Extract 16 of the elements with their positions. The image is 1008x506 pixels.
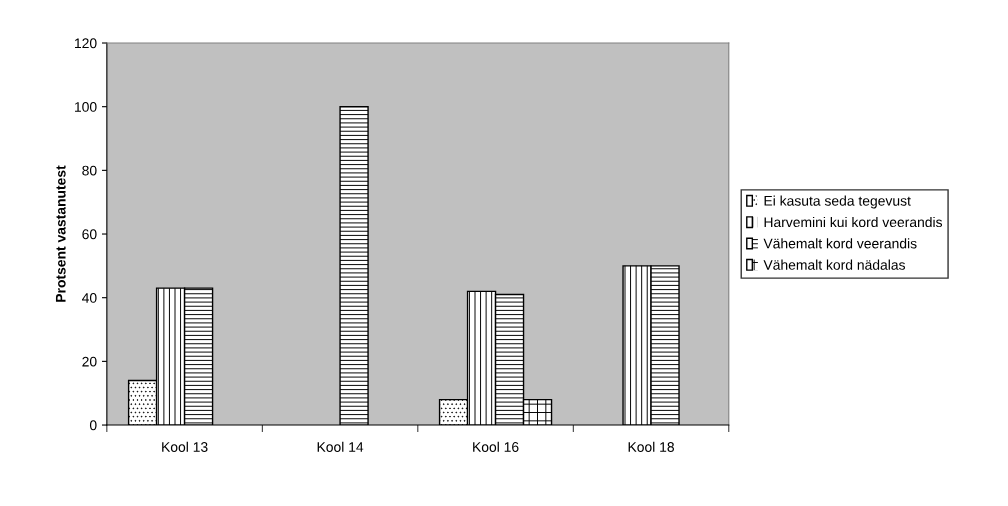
y-tick-label: 0 (89, 420, 97, 431)
x-tick-label: Kool 16 (473, 441, 519, 452)
legend-label: Harvemini kui kord veerandis (764, 216, 943, 228)
y-tick-label: 60 (82, 229, 97, 240)
y-tick-label: 120 (75, 38, 97, 49)
y-tick-label: 20 (82, 356, 97, 367)
y-tick-label: 80 (82, 165, 97, 176)
legend-label: Vähemalt kord veerandis (763, 238, 917, 249)
legend-label: Ei kasuta seda tegevust (764, 195, 911, 209)
x-tick-label: Kool 18 (628, 441, 674, 452)
y-axis-title: Protsent vastanutest (55, 165, 66, 302)
legend-label: Vähemalt kord nädalas (763, 259, 906, 270)
y-tick-label: 40 (82, 293, 97, 303)
x-tick-label: Kool 14 (317, 441, 364, 452)
y-tick-label: 100 (75, 102, 97, 112)
x-tick-label: Kool 13 (162, 441, 208, 452)
